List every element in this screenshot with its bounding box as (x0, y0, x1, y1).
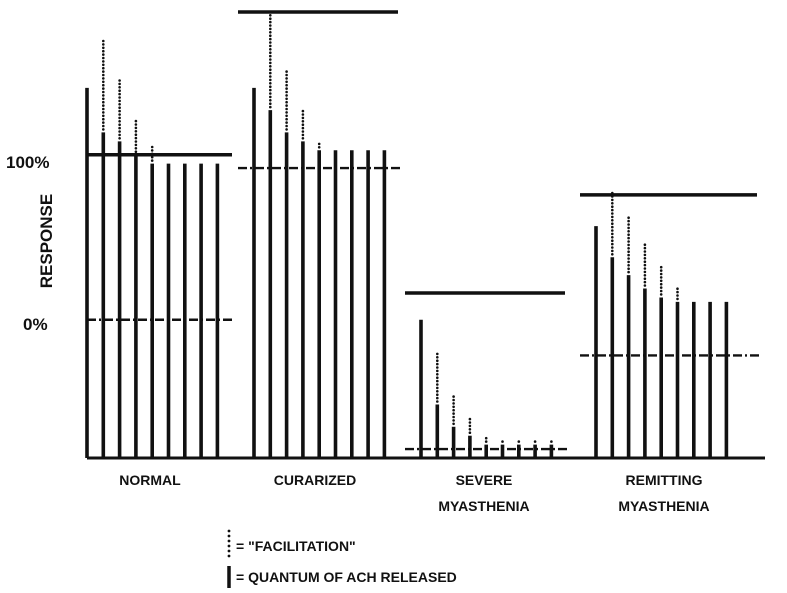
label-curarized: CURARIZED (274, 472, 356, 488)
legend-facilitation-symbol (227, 529, 231, 558)
facilitation-dots (550, 440, 553, 443)
facilitation-dots (611, 191, 614, 256)
facilitation-dots (533, 440, 537, 443)
facilitation-dots (150, 145, 154, 162)
label-remitting-line1: REMITTING (626, 472, 703, 488)
group-normal (85, 39, 234, 458)
facilitation-dots (452, 395, 455, 426)
facilitation-dots (484, 436, 488, 443)
legend: = "FACILITATION" = QUANTUM OF ACH RELEAS… (227, 529, 457, 588)
group-curarized (238, 10, 400, 458)
facilitation-dots (317, 142, 321, 149)
y-tick-100: 100% (6, 153, 49, 172)
facilitation-dots (118, 79, 121, 140)
facilitation-dots (269, 14, 272, 109)
facilitation-dots (468, 417, 472, 435)
facilitation-dots (436, 352, 439, 403)
group-severe-myasthenia (405, 291, 567, 458)
label-normal: NORMAL (119, 472, 181, 488)
facilitation-dots (643, 243, 647, 287)
legend-facilitation-label: = "FACILITATION" (236, 538, 356, 554)
facilitation-dots (501, 440, 504, 443)
facilitation-dots (676, 287, 679, 301)
facilitation-dots (627, 216, 630, 274)
y-tick-0: 0% (23, 315, 48, 334)
label-remitting-line2: MYASTHENIA (618, 498, 709, 514)
facilitation-dots (102, 39, 105, 131)
label-severe-line2: MYASTHENIA (438, 498, 529, 514)
group-remitting-myasthenia (580, 191, 759, 458)
facilitation-dots (134, 119, 138, 153)
facilitation-dots (285, 70, 288, 131)
facilitation-dots (517, 440, 521, 443)
legend-quantum-label: = QUANTUM OF ACH RELEASED (236, 569, 457, 585)
facilitation-dots (301, 109, 305, 140)
facilitation-dots (659, 265, 663, 296)
y-axis-label: RESPONSE (37, 194, 56, 288)
groups-layer (85, 10, 759, 458)
label-severe-line1: SEVERE (456, 472, 513, 488)
